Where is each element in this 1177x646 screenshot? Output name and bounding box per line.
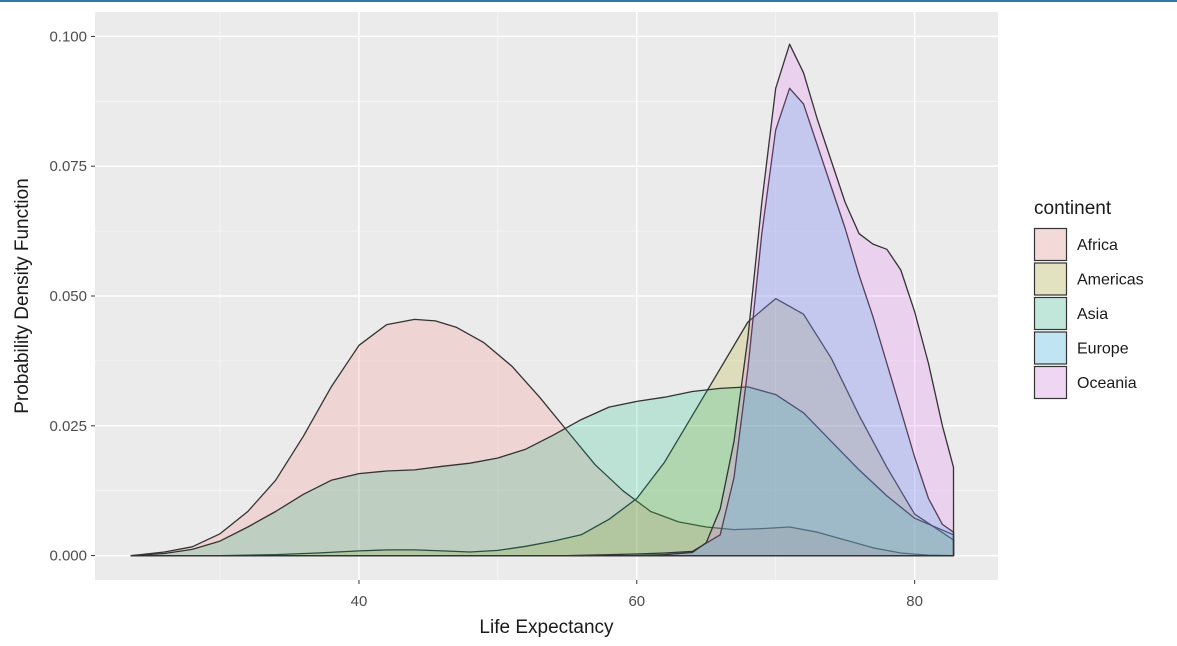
y-tick-label: 0.050 xyxy=(49,288,87,305)
legend-keys: Africa Americas Asia Europe Oceania xyxy=(1033,227,1144,400)
legend-label-oceania: Oceania xyxy=(1077,375,1137,392)
legend-key-oceania xyxy=(1034,366,1067,399)
legend-label-africa: Africa xyxy=(1077,237,1118,254)
x-axis-title: Life Expectancy xyxy=(479,617,614,638)
y-axis: 0.000 0.025 0.050 0.075 0.100 xyxy=(49,28,95,565)
density-area-asia xyxy=(130,386,955,557)
y-tick-label: 0.025 xyxy=(49,418,87,435)
x-tick-label: 40 xyxy=(351,593,368,610)
y-tick-label: 0.075 xyxy=(49,158,87,175)
density-areas xyxy=(130,43,955,557)
legend-key-europe xyxy=(1034,331,1067,365)
x-axis: 40 60 80 xyxy=(351,580,923,610)
x-tick-label: 60 xyxy=(628,593,645,610)
legend-swatch-oceania xyxy=(1033,365,1068,400)
legend-key-americas xyxy=(1034,262,1067,296)
legend-swatch-asia xyxy=(1033,296,1068,331)
y-tick-label: 0.100 xyxy=(49,28,87,45)
legend-swatch-americas xyxy=(1033,262,1068,296)
legend-label-americas: Americas xyxy=(1077,272,1144,289)
legend-label-europe: Europe xyxy=(1077,341,1129,358)
legend-key-africa xyxy=(1034,228,1067,261)
window-top-border xyxy=(0,0,1177,2)
density-area-oceania xyxy=(130,43,955,557)
legend: continent Africa Americas Asia Europe Oceani… xyxy=(1033,198,1144,400)
y-tick-label: 0.000 xyxy=(49,548,87,565)
density-area-africa xyxy=(130,318,955,557)
density-area-europe xyxy=(130,87,955,557)
legend-swatch-europe xyxy=(1033,331,1068,365)
x-tick-label: 80 xyxy=(906,593,923,610)
legend-title: continent xyxy=(1034,198,1112,219)
legend-label-asia: Asia xyxy=(1077,306,1108,323)
legend-key-asia xyxy=(1034,297,1067,330)
legend-swatch-africa xyxy=(1033,227,1068,262)
y-axis-title: Probability Density Function xyxy=(12,178,33,414)
